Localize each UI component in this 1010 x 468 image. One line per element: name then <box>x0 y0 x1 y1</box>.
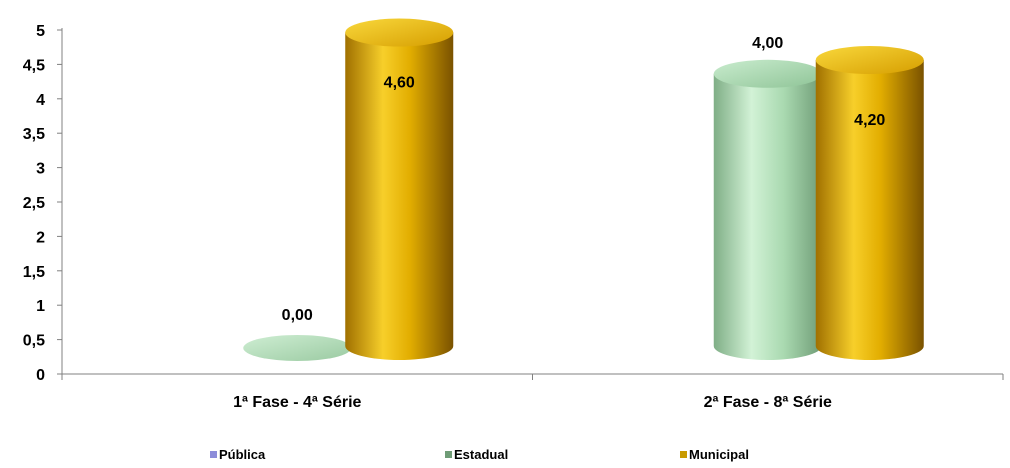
bar-cylinder-top <box>815 46 924 75</box>
data-label: 4,00 <box>752 35 783 52</box>
bar-estadual-0 <box>243 335 352 361</box>
legend-label: Municipal <box>689 447 749 462</box>
y-tick-label: 0 <box>36 367 45 384</box>
bar-cylinder-top <box>713 59 822 88</box>
y-tick-label: 0,5 <box>23 333 45 350</box>
data-label: 4,60 <box>384 75 415 92</box>
legend: Pública Estadual Municipal <box>210 447 749 462</box>
data-label: 4,20 <box>854 112 885 129</box>
bars <box>243 18 924 361</box>
bar-cylinder-body <box>815 60 924 360</box>
legend-item: Pública <box>210 447 266 462</box>
legend-label: Estadual <box>454 447 508 462</box>
legend-label: Pública <box>219 447 266 462</box>
y-tick-label: 4 <box>36 92 45 109</box>
y-tick-label: 3,5 <box>23 126 45 143</box>
x-category-label: 2ª Fase - 8ª Série <box>704 394 832 411</box>
bar-cylinder-body <box>713 73 822 361</box>
bar-cylinder-flat <box>243 335 352 361</box>
legend-swatch <box>680 451 687 458</box>
legend-swatch <box>210 451 217 458</box>
data-label: 0,00 <box>282 307 313 324</box>
y-tick-label: 5 <box>36 23 45 40</box>
x-category-label: 1ª Fase - 4ª Série <box>233 394 361 411</box>
data-labels: 0,00 4,60 4,00 4,20 <box>282 35 886 324</box>
y-tick-label: 2,5 <box>23 195 45 212</box>
legend-item: Estadual <box>445 447 508 462</box>
legend-swatch <box>445 451 452 458</box>
bar-estadual-1 <box>713 59 822 361</box>
bar-cylinder-top <box>345 18 454 47</box>
legend-item: Municipal <box>680 447 749 462</box>
y-tick-label: 1,5 <box>23 264 45 281</box>
bar-municipal-1 <box>815 46 924 360</box>
y-tick-label: 2 <box>36 229 45 246</box>
bar-municipal-0 <box>345 18 454 361</box>
y-tick-label: 1 <box>36 298 45 315</box>
axes: 0 0,5 1 1,5 2 2,5 3 3,5 4 4,5 5 1ª Fase - 4ª Série 2… <box>23 23 1004 411</box>
y-tick-label: 3 <box>36 161 45 178</box>
bar-cylinder-body <box>345 32 454 361</box>
y-tick-label: 4,5 <box>23 57 45 74</box>
